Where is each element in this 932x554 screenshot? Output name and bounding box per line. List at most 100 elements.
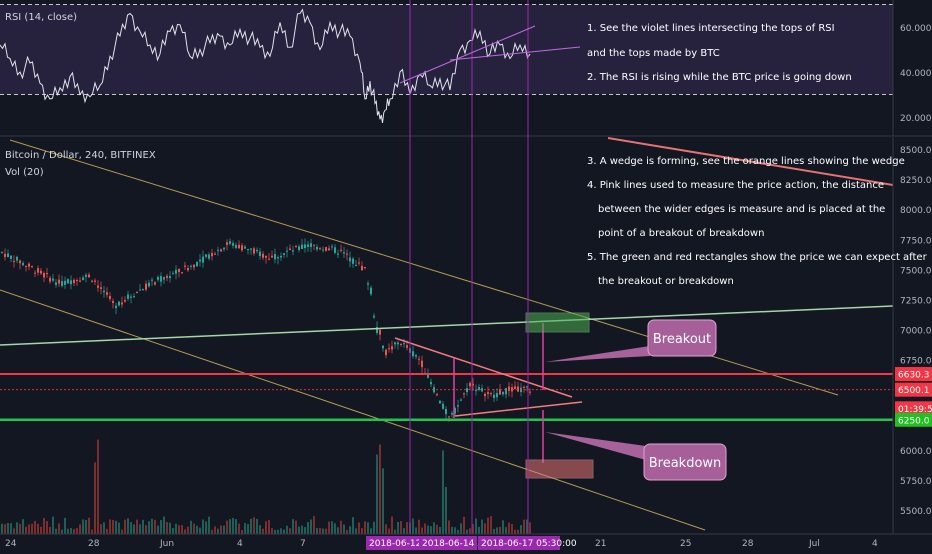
candle-body: [16, 256, 18, 261]
candle-body: [262, 253, 264, 258]
candle-body: [100, 287, 102, 289]
candle-body: [307, 244, 309, 247]
rsi-indicator-label[interactable]: RSI (14, close): [5, 12, 77, 23]
volume-bar: [4, 524, 6, 534]
price-marker-label: 6500.1: [898, 386, 930, 396]
volume-bar: [511, 524, 513, 534]
candle-body: [382, 345, 384, 349]
price-tick-label: 7000.0: [900, 327, 932, 337]
volume-label[interactable]: Vol (20): [5, 167, 44, 178]
volume-bar: [103, 522, 105, 534]
candle-body: [160, 276, 162, 282]
volume-bar: [397, 522, 399, 534]
volume-bar: [163, 516, 165, 534]
volume-bar: [247, 523, 249, 534]
symbol-label[interactable]: Bitcoin / Dollar, 240, BITFINEX: [5, 150, 156, 161]
candle-body: [271, 255, 273, 258]
candle-body: [37, 268, 39, 273]
volume-bar: [514, 529, 516, 534]
rising-trend-line: [0, 305, 894, 346]
candle-body: [7, 253, 9, 258]
volume-bar: [37, 523, 39, 534]
time-axis-label: 4: [872, 539, 878, 549]
volume-bar: [313, 516, 315, 534]
volume-bar: [109, 519, 111, 534]
candle-body: [274, 254, 276, 260]
volume-bar: [493, 528, 495, 534]
volume-bar: [388, 528, 390, 534]
candle-body: [235, 245, 237, 248]
wedge-lower-line: [454, 401, 583, 417]
candle-body: [430, 381, 432, 385]
volume-bar: [154, 519, 156, 534]
volume-bar: [400, 521, 402, 534]
candle-body: [175, 269, 177, 274]
wedge-upper-line: [394, 337, 573, 398]
volume-bar: [145, 525, 147, 534]
volume-bar: [508, 522, 510, 534]
candle-body: [214, 253, 216, 255]
volume-bar: [88, 517, 90, 534]
candle-body: [259, 251, 261, 257]
time-highlight-label: 2018-06-12 01:3: [369, 539, 444, 549]
volume-bar: [106, 528, 108, 534]
price-tick-label: 7750.0: [900, 236, 932, 246]
volume-bar: [370, 528, 372, 534]
candle-body: [340, 249, 342, 251]
candle-body: [109, 296, 111, 300]
candle-body: [10, 255, 12, 259]
breakdown-callout[interactable]: Breakdown: [545, 432, 727, 481]
price-marker-box: [895, 382, 932, 397]
volume-bar: [232, 517, 234, 534]
volume-bar: [217, 528, 219, 534]
price-note-4: point of a breakout of breakdown: [598, 228, 764, 239]
volume-bar: [193, 523, 195, 534]
volume-bar: [151, 518, 153, 534]
candle-body: [226, 242, 228, 245]
candle-body: [199, 259, 201, 262]
volume-bar: [475, 518, 477, 534]
volume-bar: [34, 520, 36, 534]
candle-body: [385, 349, 387, 356]
candle-body: [475, 390, 477, 392]
candle-body: [472, 383, 474, 386]
volume-bar: [139, 524, 141, 534]
volume-bar: [469, 528, 471, 534]
candle-body: [34, 272, 36, 274]
time-axis-label: Jul: [808, 539, 820, 549]
time-highlight-box: [478, 536, 560, 550]
volume-bar: [157, 525, 159, 534]
candle-body: [49, 277, 51, 282]
time-highlight-box: [419, 536, 477, 550]
candle-body: [514, 386, 516, 390]
breakout-callout[interactable]: Breakout: [545, 319, 717, 362]
volume-bar: [382, 468, 384, 534]
candle-body: [163, 277, 165, 280]
candle-body: [19, 260, 21, 264]
volume-bar: [439, 527, 441, 534]
volume-bar: [352, 517, 354, 534]
candle-body: [358, 262, 360, 264]
candle-body: [319, 248, 321, 250]
candle-body: [43, 273, 45, 278]
candle-body: [499, 389, 501, 395]
candle-body: [268, 258, 270, 260]
volume-bar: [166, 522, 168, 534]
candle-body: [112, 300, 114, 304]
volume-bar: [256, 518, 258, 534]
volume-bar: [160, 520, 162, 534]
rsi-line: [0, 8, 531, 123]
volume-bar: [349, 526, 351, 534]
candle-body: [76, 280, 78, 282]
volume-bar: [241, 529, 243, 534]
candle-body: [94, 280, 96, 282]
candle-body: [172, 273, 174, 275]
time-highlight-box: [366, 536, 422, 550]
candle-body: [241, 245, 243, 251]
volume-bar: [496, 527, 498, 534]
volume-bar: [403, 528, 405, 534]
volume-bar: [286, 525, 288, 534]
candle-body: [478, 386, 480, 390]
